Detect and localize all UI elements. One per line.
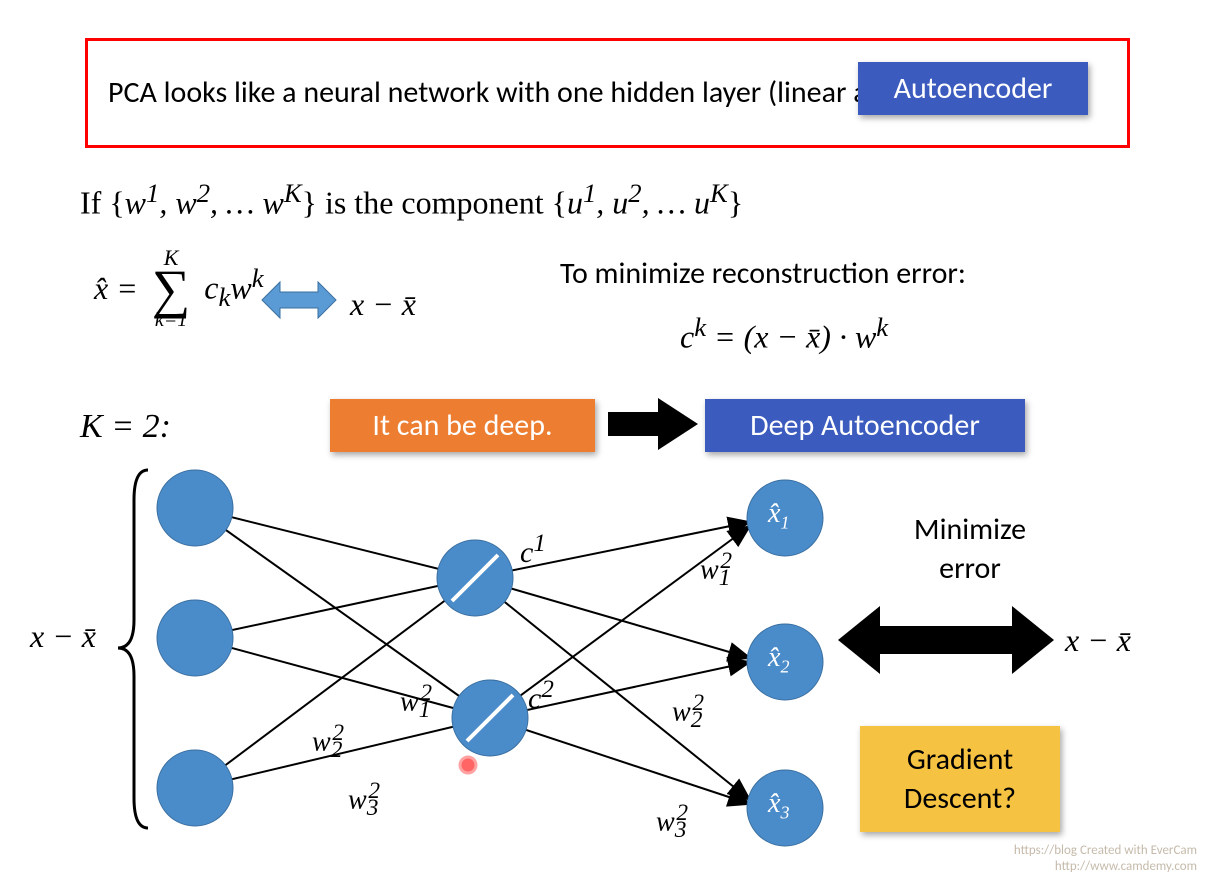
w-label-5: w22 <box>672 690 704 734</box>
input-nodes <box>157 470 233 826</box>
deep-autoencoder-badge: Deep Autoencoder <box>705 399 1025 452</box>
pointer-dot <box>460 757 476 773</box>
autoencoder-badge: Autoencoder <box>858 62 1088 115</box>
min-err-l1: Minimize <box>914 511 1026 548</box>
w-label-6: w32 <box>656 800 688 844</box>
gradient-descent-badge: Gradient Descent? <box>860 726 1060 832</box>
hidden-nodes <box>437 540 528 756</box>
black-right-arrow <box>608 398 698 450</box>
w-label-1: w12 <box>400 680 432 724</box>
double-blue-arrow <box>262 282 336 318</box>
ck-formula: ck = (x − x̄) · wk <box>680 312 888 356</box>
gradient-l2: Descent? <box>904 780 1016 817</box>
xhat2-label: x̂2 <box>768 642 789 678</box>
deep-auto-label: Deep Autoencoder <box>750 407 980 444</box>
minimize-error-text: Minimize error <box>880 510 1060 588</box>
it-can-be-deep-badge: It can be deep. <box>330 399 595 452</box>
gradient-l1: Gradient <box>907 741 1013 778</box>
x-minus-xbar-mid: x − x̄ <box>350 286 416 323</box>
minimize-recon-text: To minimize reconstruction error: <box>560 255 966 292</box>
minimize-recon-label: To minimize reconstruction error: <box>560 255 966 292</box>
xhat-formula: x̂ = K ∑ k=1 ckwk <box>94 245 264 332</box>
w-label-4: w12 <box>700 548 732 592</box>
left-brace <box>118 470 148 828</box>
k-equals-2: K = 2: <box>80 408 171 446</box>
xhat1-label: x̂1 <box>768 498 789 534</box>
black-double-arrow <box>838 606 1054 674</box>
if-line: If {w1, w2, … wK} is the component {u1, … <box>80 178 743 222</box>
w-label-3: w32 <box>348 778 380 822</box>
watermark-url: http://www.camdemy.com <box>1055 859 1197 874</box>
x-minus-xbar-right: x − x̄ <box>1065 622 1131 659</box>
w-label-2: w22 <box>312 720 344 764</box>
xhat3-label: x̂3 <box>768 788 789 824</box>
x-minus-xbar-left: x − x̄ <box>30 618 96 655</box>
c1-label: c1 <box>520 530 546 570</box>
deep-text-label: It can be deep. <box>372 407 552 444</box>
c2-label: c2 <box>528 676 554 716</box>
watermark-blog: https://blog Created with EverCam <box>1014 843 1197 858</box>
autoencoder-label: Autoencoder <box>894 70 1053 107</box>
min-err-l2: error <box>939 550 1001 587</box>
